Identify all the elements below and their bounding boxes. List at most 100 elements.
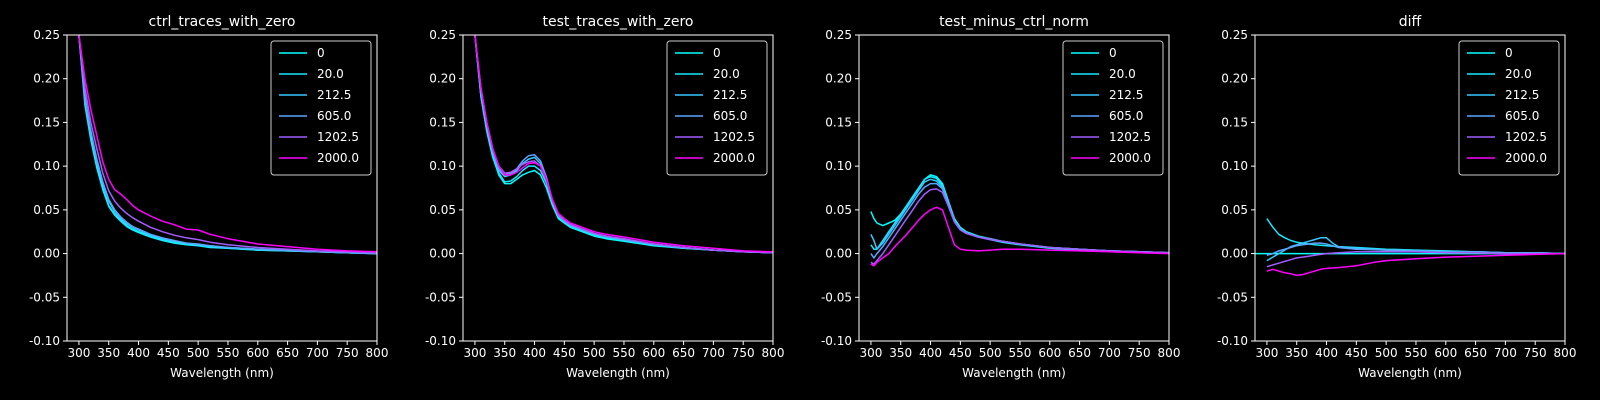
y-tick-label: 0.00 bbox=[825, 247, 852, 261]
x-tick-label: 300 bbox=[67, 346, 90, 360]
legend-label: 1202.5 bbox=[317, 130, 359, 144]
x-tick-label: 750 bbox=[336, 346, 359, 360]
series-line bbox=[870, 188, 1169, 265]
x-axis-label: Wavelength (nm) bbox=[962, 366, 1066, 380]
series-line bbox=[1266, 252, 1565, 277]
x-tick-label: 600 bbox=[1434, 346, 1457, 360]
x-tick-label: 500 bbox=[979, 346, 1002, 360]
chart-panel: 300 350 400 450 500 550 600 650 700 750 800 -0.10 -0… bbox=[29, 14, 389, 380]
y-tick-label: 0.25 bbox=[825, 28, 852, 42]
x-tick-label: 700 bbox=[1098, 346, 1121, 360]
x-tick-label: 300 bbox=[859, 346, 882, 360]
y-tick-label: 0.10 bbox=[429, 159, 456, 173]
y-tick-label: -0.05 bbox=[1217, 290, 1248, 304]
legend-label: 2000.0 bbox=[317, 151, 359, 165]
x-tick-label: 400 bbox=[1315, 346, 1338, 360]
x-tick-label: 800 bbox=[1554, 346, 1577, 360]
x-tick-label: 650 bbox=[672, 346, 695, 360]
series-line bbox=[474, 35, 773, 254]
y-tick-label: 0.05 bbox=[429, 203, 456, 217]
y-tick-label: 0.10 bbox=[33, 159, 60, 173]
x-tick-label: 500 bbox=[1375, 346, 1398, 360]
series-line bbox=[870, 178, 1169, 254]
legend-label: 605.0 bbox=[317, 109, 351, 123]
legend: 0 20.0 212.5 605.0 1202.5 2000.0 bbox=[666, 40, 768, 176]
legend-label: 2000.0 bbox=[713, 151, 755, 165]
x-tick-label: 350 bbox=[97, 346, 120, 360]
legend-label: 605.0 bbox=[1109, 109, 1143, 123]
x-tick-label: 550 bbox=[1009, 346, 1032, 360]
series-line bbox=[1266, 237, 1565, 262]
y-tick-label: 0.25 bbox=[429, 28, 456, 42]
x-tick-label: 550 bbox=[217, 346, 240, 360]
legend-label: 20.0 bbox=[713, 67, 740, 81]
y-tick-label: 0.00 bbox=[1221, 247, 1248, 261]
x-tick-label: 750 bbox=[1128, 346, 1151, 360]
x-tick-label: 400 bbox=[919, 346, 942, 360]
legend-label: 2000.0 bbox=[1505, 151, 1547, 165]
y-tick-label: 0.25 bbox=[1221, 28, 1248, 42]
legend: 0 20.0 212.5 605.0 1202.5 2000.0 bbox=[270, 40, 372, 176]
x-tick-label: 300 bbox=[463, 346, 486, 360]
x-tick-label: 650 bbox=[1068, 346, 1091, 360]
legend-label: 212.5 bbox=[1109, 88, 1143, 102]
series-line bbox=[78, 35, 377, 253]
y-tick-label: 0.25 bbox=[33, 28, 60, 42]
y-tick-label: 0.00 bbox=[33, 247, 60, 261]
chart-title: diff bbox=[1399, 14, 1422, 30]
legend-label: 212.5 bbox=[1505, 88, 1539, 102]
series-line bbox=[78, 35, 377, 254]
x-tick-label: 650 bbox=[276, 346, 299, 360]
legend-label: 0 bbox=[317, 46, 325, 60]
series-line bbox=[870, 175, 1169, 254]
x-tick-label: 350 bbox=[1285, 346, 1308, 360]
x-tick-label: 800 bbox=[762, 346, 785, 360]
y-tick-label: 0.05 bbox=[825, 203, 852, 217]
legend-label: 1202.5 bbox=[1505, 130, 1547, 144]
series-line bbox=[474, 35, 773, 253]
y-tick-label: 0.15 bbox=[1221, 115, 1248, 129]
series-line bbox=[78, 35, 377, 255]
x-tick-label: 700 bbox=[306, 346, 329, 360]
legend: 0 20.0 212.5 605.0 1202.5 2000.0 bbox=[1458, 40, 1560, 176]
x-tick-label: 800 bbox=[366, 346, 389, 360]
x-tick-label: 500 bbox=[187, 346, 210, 360]
y-tick-label: 0.15 bbox=[33, 115, 60, 129]
series-lines bbox=[870, 174, 1169, 267]
y-tick-label: 0.20 bbox=[1221, 72, 1248, 86]
plot-frame bbox=[858, 34, 1170, 342]
x-tick-label: 350 bbox=[493, 346, 516, 360]
series-lines bbox=[474, 35, 773, 254]
y-tick-label: 0.10 bbox=[1221, 159, 1248, 173]
y-tick-label: -0.10 bbox=[821, 334, 852, 348]
legend-label: 212.5 bbox=[317, 88, 351, 102]
x-tick-label: 450 bbox=[553, 346, 576, 360]
legend-label: 605.0 bbox=[713, 109, 747, 123]
legend-label: 1202.5 bbox=[1109, 130, 1151, 144]
y-tick-label: -0.05 bbox=[425, 290, 456, 304]
series-lines bbox=[1255, 218, 1565, 277]
plot-frame bbox=[462, 34, 774, 342]
chart-panel: 300 350 400 450 500 550 600 650 700 750 800 -0.10 -0… bbox=[425, 14, 785, 380]
y-tick-label: 0.05 bbox=[1221, 203, 1248, 217]
series-line bbox=[1266, 218, 1565, 255]
legend-label: 20.0 bbox=[1505, 67, 1532, 81]
x-tick-label: 600 bbox=[642, 346, 665, 360]
chart-title: test_minus_ctrl_norm bbox=[939, 14, 1089, 30]
x-tick-label: 500 bbox=[583, 346, 606, 360]
x-tick-label: 400 bbox=[127, 346, 150, 360]
legend-label: 0 bbox=[1505, 46, 1513, 60]
x-tick-label: 650 bbox=[1464, 346, 1487, 360]
series-line bbox=[1266, 251, 1565, 268]
y-tick-label: 0.05 bbox=[33, 203, 60, 217]
y-tick-label: -0.10 bbox=[425, 334, 456, 348]
y-tick-label: 0.20 bbox=[429, 72, 456, 86]
chart-panel: 300 350 400 450 500 550 600 650 700 750 800 -0.10 -0… bbox=[1217, 14, 1577, 380]
x-tick-label: 700 bbox=[702, 346, 725, 360]
chart-panel: 300 350 400 450 500 550 600 650 700 750 800 -0.10 -0… bbox=[821, 14, 1181, 380]
series-line bbox=[1266, 242, 1565, 257]
x-tick-label: 600 bbox=[246, 346, 269, 360]
legend-label: 605.0 bbox=[1505, 109, 1539, 123]
y-tick-label: 0.00 bbox=[429, 247, 456, 261]
